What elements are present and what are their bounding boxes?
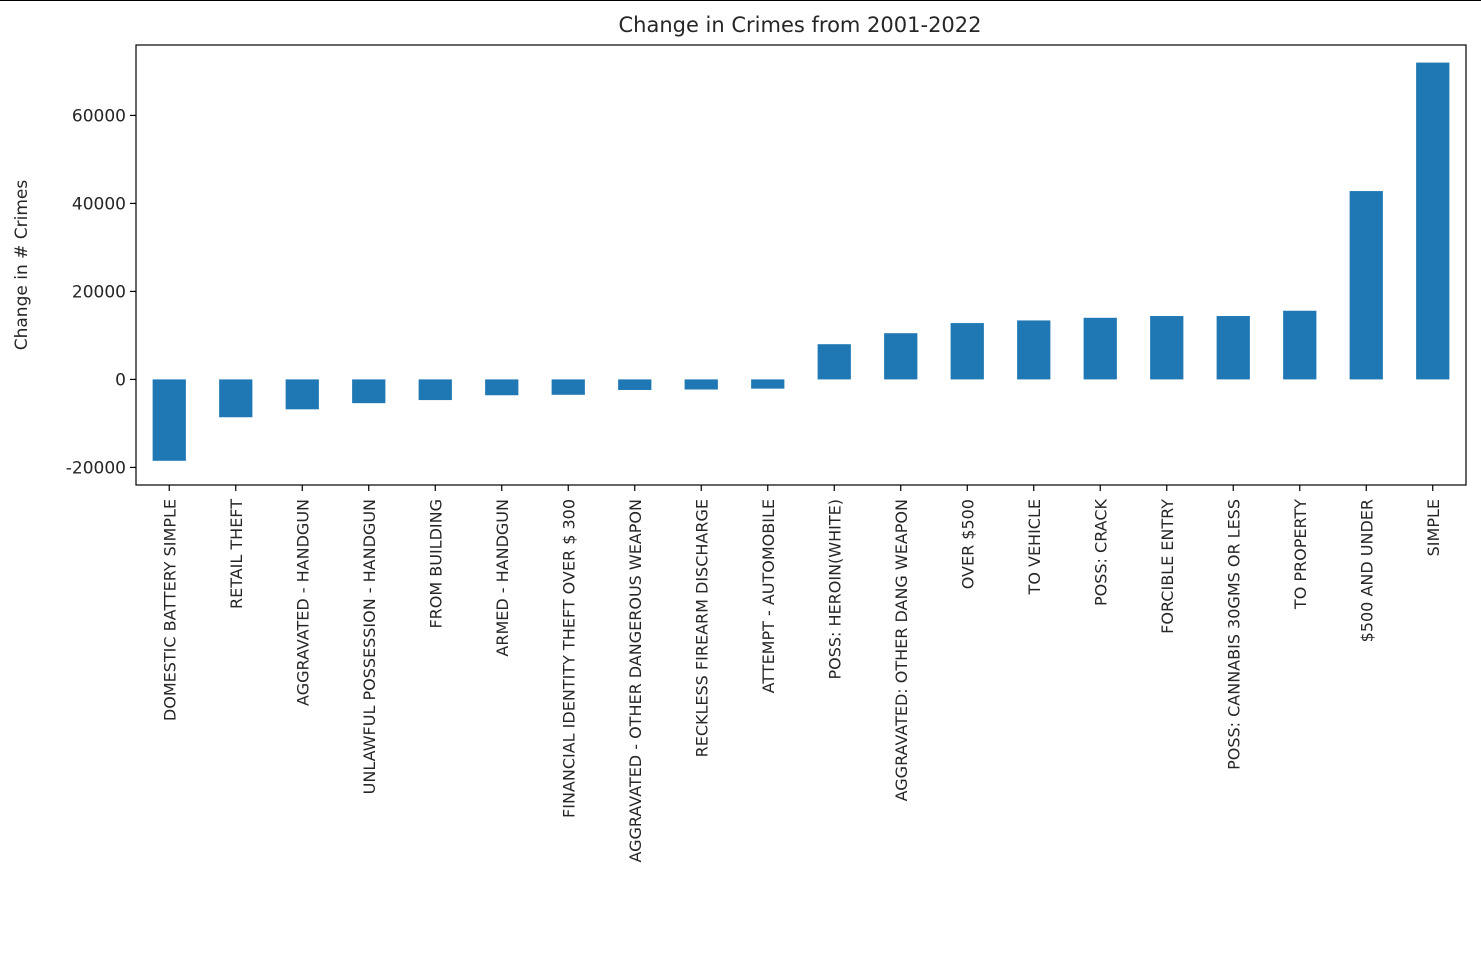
x-tick-label-4: FROM BUILDING [426,499,445,629]
x-tick-label-10: POSS: HEROIN(WHITE) [825,499,844,680]
x-axis-ticks: DOMESTIC BATTERY SIMPLE RETAIL THEFT AGGRA… [160,485,1443,863]
top-border [0,0,1481,1]
y-tick-label-4: 60000 [72,106,126,126]
x-tick-label-5: ARMED - HANDGUN [493,499,512,657]
x-tick-label-2: AGGRAVATED - HANDGUN [293,499,312,706]
bars-group [152,62,1450,461]
x-tick-label-9: ATTEMPT - AUTOMOBILE [759,499,778,693]
y-axis-label: Change in # Crimes [12,180,32,351]
x-tick-label-13: TO VEHICLE [1025,499,1044,595]
x-tick-label-0: DOMESTIC BATTERY SIMPLE [160,499,179,721]
x-tick-label-17: TO PROPERTY [1291,499,1310,610]
bar-4 [418,379,452,401]
bar-11 [884,333,918,380]
bar-14 [1083,317,1117,380]
y-tick-label-2: 20000 [72,282,126,302]
bar-17 [1283,310,1317,380]
bar-10 [817,344,851,380]
bar-7 [618,379,652,390]
x-tick-label-7: AGGRAVATED - OTHER DANGEROUS WEAPON [626,499,645,863]
x-tick-label-6: FINANCIAL IDENTITY THEFT OVER $ 300 [559,499,578,818]
plot-frame [135,44,1467,486]
bar-12 [950,323,984,380]
bar-0 [152,379,186,461]
x-tick-label-8: RECKLESS FIREARM DISCHARGE [692,499,711,757]
bar-15 [1150,316,1184,380]
chart-title: Change in Crimes from 2001-2022 [618,13,981,37]
bar-3 [352,379,386,404]
x-tick-label-12: OVER $500 [958,499,977,589]
bar-19 [1416,62,1450,380]
x-tick-label-16: POSS: CANNABIS 30GMS OR LESS [1224,499,1243,770]
bar-1 [219,379,253,418]
bar-5 [485,379,519,396]
x-tick-label-11: AGGRAVATED: OTHER DANG WEAPON [892,499,911,801]
y-axis-ticks: -20000 0 20000 40000 60000 [66,106,136,478]
x-tick-label-3: UNLAWFUL POSSESSION - HANDGUN [360,499,379,794]
bar-9 [751,379,785,389]
bar-18 [1349,191,1383,380]
bar-6 [551,379,585,395]
x-tick-label-14: POSS: CRACK [1091,498,1110,606]
bar-2 [285,379,319,410]
y-tick-label-0: -20000 [66,458,126,478]
x-tick-label-18: $500 AND UNDER [1357,499,1376,642]
y-tick-label-1: 0 [115,370,126,390]
bar-13 [1017,320,1051,380]
y-tick-label-3: 40000 [72,194,126,214]
x-tick-label-1: RETAIL THEFT [227,499,246,609]
x-tick-label-15: FORCIBLE ENTRY [1158,499,1177,634]
bar-8 [684,379,718,390]
bar-16 [1216,316,1250,380]
x-tick-label-19: SIMPLE [1424,499,1443,556]
